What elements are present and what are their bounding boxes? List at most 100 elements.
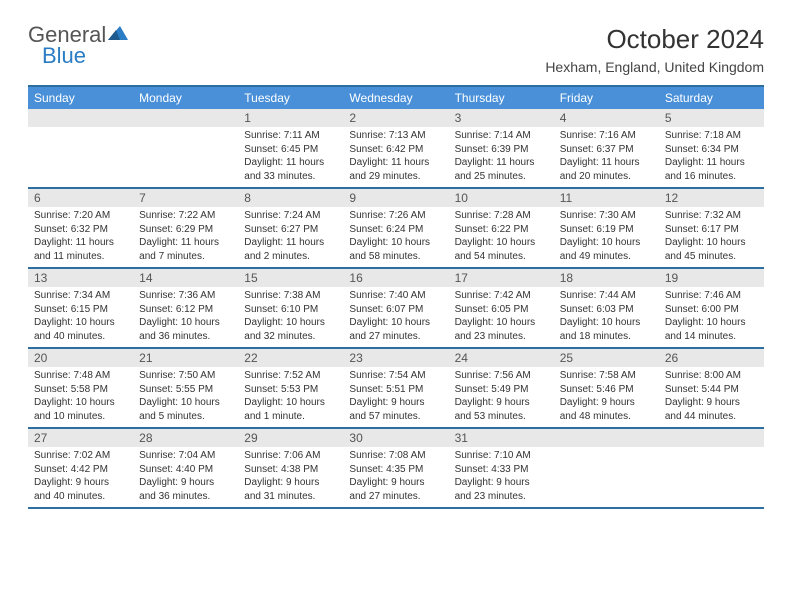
- day-cell: 8Sunrise: 7:24 AMSunset: 6:27 PMDaylight…: [238, 189, 343, 267]
- daylight-text: Daylight: 10 hours: [244, 396, 337, 410]
- weekday-header-row: Sunday Monday Tuesday Wednesday Thursday…: [28, 87, 764, 109]
- sunset-text: Sunset: 6:10 PM: [244, 303, 337, 317]
- day-body: Sunrise: 7:20 AMSunset: 6:32 PMDaylight:…: [28, 207, 133, 267]
- daylight-text: Daylight: 10 hours: [34, 396, 127, 410]
- day-cell: 18Sunrise: 7:44 AMSunset: 6:03 PMDayligh…: [554, 269, 659, 347]
- daylight-text: and 23 minutes.: [455, 490, 548, 504]
- sunset-text: Sunset: 5:53 PM: [244, 383, 337, 397]
- day-cell: 5Sunrise: 7:18 AMSunset: 6:34 PMDaylight…: [659, 109, 764, 187]
- daylight-text: Daylight: 11 hours: [34, 236, 127, 250]
- day-body: Sunrise: 7:48 AMSunset: 5:58 PMDaylight:…: [28, 367, 133, 427]
- sunset-text: Sunset: 5:55 PM: [139, 383, 232, 397]
- day-body: Sunrise: 7:14 AMSunset: 6:39 PMDaylight:…: [449, 127, 554, 187]
- daylight-text: and 20 minutes.: [560, 170, 653, 184]
- day-number: 7: [133, 189, 238, 207]
- brand-name-blue: Blue: [42, 43, 86, 68]
- daylight-text: Daylight: 11 hours: [244, 236, 337, 250]
- day-number: 10: [449, 189, 554, 207]
- daylight-text: and 2 minutes.: [244, 250, 337, 264]
- day-body: Sunrise: 7:56 AMSunset: 5:49 PMDaylight:…: [449, 367, 554, 427]
- sunset-text: Sunset: 6:37 PM: [560, 143, 653, 157]
- sunrise-text: Sunrise: 7:28 AM: [455, 209, 548, 223]
- sunset-text: Sunset: 6:05 PM: [455, 303, 548, 317]
- sunrise-text: Sunrise: 7:16 AM: [560, 129, 653, 143]
- daylight-text: Daylight: 9 hours: [560, 396, 653, 410]
- day-cell: 17Sunrise: 7:42 AMSunset: 6:05 PMDayligh…: [449, 269, 554, 347]
- day-cell: 10Sunrise: 7:28 AMSunset: 6:22 PMDayligh…: [449, 189, 554, 267]
- day-number: 13: [28, 269, 133, 287]
- day-number: 12: [659, 189, 764, 207]
- daylight-text: Daylight: 10 hours: [455, 236, 548, 250]
- day-cell: 15Sunrise: 7:38 AMSunset: 6:10 PMDayligh…: [238, 269, 343, 347]
- daylight-text: and 48 minutes.: [560, 410, 653, 424]
- daylight-text: and 16 minutes.: [665, 170, 758, 184]
- day-cell: [554, 429, 659, 507]
- week-row: 1Sunrise: 7:11 AMSunset: 6:45 PMDaylight…: [28, 109, 764, 189]
- day-cell: 24Sunrise: 7:56 AMSunset: 5:49 PMDayligh…: [449, 349, 554, 427]
- sunrise-text: Sunrise: 7:30 AM: [560, 209, 653, 223]
- day-number: 20: [28, 349, 133, 367]
- day-body: Sunrise: 8:00 AMSunset: 5:44 PMDaylight:…: [659, 367, 764, 427]
- daylight-text: Daylight: 9 hours: [349, 476, 442, 490]
- daylight-text: and 5 minutes.: [139, 410, 232, 424]
- daylight-text: Daylight: 10 hours: [139, 396, 232, 410]
- day-cell: 21Sunrise: 7:50 AMSunset: 5:55 PMDayligh…: [133, 349, 238, 427]
- day-number: 8: [238, 189, 343, 207]
- week-row: 13Sunrise: 7:34 AMSunset: 6:15 PMDayligh…: [28, 269, 764, 349]
- daylight-text: and 1 minute.: [244, 410, 337, 424]
- sunrise-text: Sunrise: 7:36 AM: [139, 289, 232, 303]
- day-cell: 28Sunrise: 7:04 AMSunset: 4:40 PMDayligh…: [133, 429, 238, 507]
- empty-day-num: [28, 109, 133, 127]
- daylight-text: and 18 minutes.: [560, 330, 653, 344]
- day-cell: 22Sunrise: 7:52 AMSunset: 5:53 PMDayligh…: [238, 349, 343, 427]
- day-cell: 31Sunrise: 7:10 AMSunset: 4:33 PMDayligh…: [449, 429, 554, 507]
- daylight-text: and 44 minutes.: [665, 410, 758, 424]
- day-body: Sunrise: 7:38 AMSunset: 6:10 PMDaylight:…: [238, 287, 343, 347]
- sunrise-text: Sunrise: 7:10 AM: [455, 449, 548, 463]
- day-body: Sunrise: 7:22 AMSunset: 6:29 PMDaylight:…: [133, 207, 238, 267]
- day-body: Sunrise: 7:36 AMSunset: 6:12 PMDaylight:…: [133, 287, 238, 347]
- day-body: Sunrise: 7:44 AMSunset: 6:03 PMDaylight:…: [554, 287, 659, 347]
- day-number: 25: [554, 349, 659, 367]
- sunset-text: Sunset: 5:46 PM: [560, 383, 653, 397]
- day-number: 18: [554, 269, 659, 287]
- sunrise-text: Sunrise: 7:04 AM: [139, 449, 232, 463]
- day-body: Sunrise: 7:18 AMSunset: 6:34 PMDaylight:…: [659, 127, 764, 187]
- sunrise-text: Sunrise: 7:38 AM: [244, 289, 337, 303]
- sunset-text: Sunset: 4:38 PM: [244, 463, 337, 477]
- day-number: 30: [343, 429, 448, 447]
- daylight-text: Daylight: 10 hours: [560, 236, 653, 250]
- day-cell: 12Sunrise: 7:32 AMSunset: 6:17 PMDayligh…: [659, 189, 764, 267]
- day-number: 31: [449, 429, 554, 447]
- sunrise-text: Sunrise: 7:46 AM: [665, 289, 758, 303]
- day-number: 5: [659, 109, 764, 127]
- daylight-text: Daylight: 10 hours: [34, 316, 127, 330]
- daylight-text: Daylight: 11 hours: [455, 156, 548, 170]
- sunrise-text: Sunrise: 8:00 AM: [665, 369, 758, 383]
- daylight-text: and 54 minutes.: [455, 250, 548, 264]
- sunrise-text: Sunrise: 7:26 AM: [349, 209, 442, 223]
- daylight-text: Daylight: 9 hours: [455, 476, 548, 490]
- sunrise-text: Sunrise: 7:42 AM: [455, 289, 548, 303]
- daylight-text: and 27 minutes.: [349, 490, 442, 504]
- day-number: 26: [659, 349, 764, 367]
- sunset-text: Sunset: 6:42 PM: [349, 143, 442, 157]
- day-body: Sunrise: 7:50 AMSunset: 5:55 PMDaylight:…: [133, 367, 238, 427]
- sunset-text: Sunset: 6:17 PM: [665, 223, 758, 237]
- day-number: 15: [238, 269, 343, 287]
- day-number: 1: [238, 109, 343, 127]
- empty-day-num: [133, 109, 238, 127]
- sunset-text: Sunset: 6:00 PM: [665, 303, 758, 317]
- sunrise-text: Sunrise: 7:14 AM: [455, 129, 548, 143]
- day-body: Sunrise: 7:34 AMSunset: 6:15 PMDaylight:…: [28, 287, 133, 347]
- day-number: 24: [449, 349, 554, 367]
- day-cell: 4Sunrise: 7:16 AMSunset: 6:37 PMDaylight…: [554, 109, 659, 187]
- daylight-text: Daylight: 10 hours: [349, 236, 442, 250]
- sunset-text: Sunset: 5:44 PM: [665, 383, 758, 397]
- daylight-text: Daylight: 9 hours: [244, 476, 337, 490]
- daylight-text: and 58 minutes.: [349, 250, 442, 264]
- weekday-header: Wednesday: [343, 87, 448, 109]
- sunset-text: Sunset: 6:45 PM: [244, 143, 337, 157]
- daylight-text: and 49 minutes.: [560, 250, 653, 264]
- sunset-text: Sunset: 6:27 PM: [244, 223, 337, 237]
